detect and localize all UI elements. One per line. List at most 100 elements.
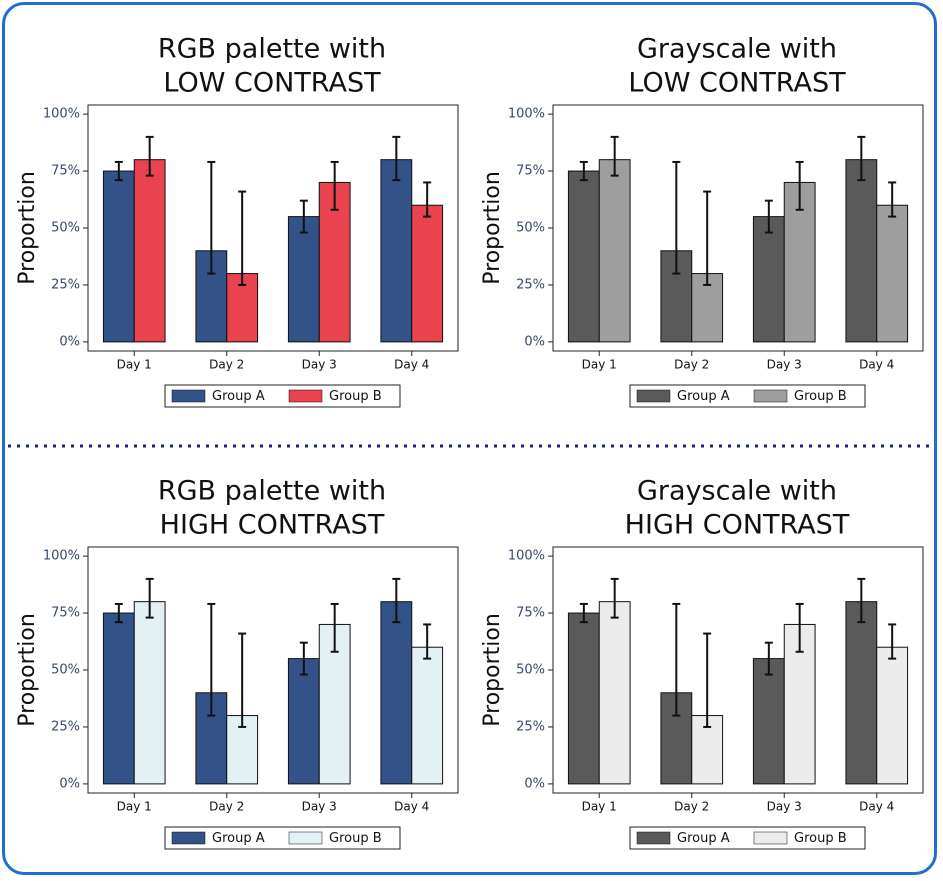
legend-label: Group A — [212, 831, 265, 846]
error-bar — [579, 602, 588, 624]
chart-title: LOW CONTRAST — [628, 68, 846, 99]
legend-swatch — [171, 831, 206, 845]
y-axis-label: Proportion — [480, 613, 505, 727]
error-bar — [207, 160, 216, 275]
bar — [380, 601, 413, 785]
y-tick-label: 0% — [524, 334, 545, 349]
error-bar — [423, 623, 432, 660]
legend: Group A Group B — [164, 826, 401, 850]
x-tick-label: Day 1 — [582, 358, 617, 372]
y-tick-label: 50% — [516, 663, 545, 678]
error-bar — [299, 641, 308, 676]
bar — [133, 601, 166, 785]
error-bar — [145, 577, 154, 619]
x-tick-label: Day 2 — [674, 800, 709, 814]
chart-title: HIGH CONTRAST — [160, 510, 385, 541]
x-tick-label: Day 3 — [767, 358, 802, 372]
x-tick-label: Day 2 — [674, 358, 709, 372]
error-bar — [857, 135, 866, 182]
error-bar — [330, 160, 339, 211]
y-tick-label: 25% — [516, 277, 545, 292]
legend: Group A Group B — [629, 826, 866, 850]
legend-swatch — [753, 831, 788, 845]
y-axis-label: Proportion — [15, 613, 40, 727]
bar — [567, 170, 600, 343]
bar — [752, 216, 785, 343]
legend-label: Group A — [677, 389, 730, 404]
error-bar — [114, 160, 123, 182]
legend-swatch — [753, 389, 788, 403]
y-tick-label: 100% — [508, 107, 545, 122]
error-bar — [764, 641, 773, 676]
error-bar — [703, 190, 712, 286]
x-tick-label: Day 3 — [302, 358, 337, 372]
error-bar — [888, 623, 897, 660]
error-bar — [392, 135, 401, 182]
y-tick-label: 75% — [51, 606, 80, 621]
error-bar — [795, 602, 804, 653]
legend-label: Group A — [677, 831, 730, 846]
error-bar — [888, 181, 897, 218]
x-tick-label: Day 1 — [117, 358, 152, 372]
bar — [845, 601, 878, 785]
legend-box — [629, 826, 866, 850]
chart-title: Grayscale with — [637, 34, 837, 65]
y-tick-label: 75% — [51, 164, 80, 179]
y-tick-label: 0% — [524, 776, 545, 791]
bar — [876, 204, 909, 343]
bar — [876, 646, 909, 785]
legend-label: Group B — [794, 831, 847, 846]
error-bar — [610, 577, 619, 619]
legend-label: Group B — [329, 831, 382, 846]
y-tick-label: 100% — [508, 549, 545, 564]
error-bar — [610, 135, 619, 177]
bar — [318, 181, 351, 343]
error-bar — [795, 160, 804, 211]
error-bar — [579, 160, 588, 182]
error-bar — [857, 577, 866, 624]
y-tick-label: 0% — [59, 776, 80, 791]
y-tick-label: 50% — [516, 221, 545, 236]
error-bar — [764, 199, 773, 234]
y-tick-label: 75% — [516, 606, 545, 621]
error-bar — [672, 602, 681, 717]
error-bar — [703, 632, 712, 728]
bar — [380, 159, 413, 343]
bar — [102, 170, 135, 343]
x-tick-label: Day 4 — [859, 800, 894, 814]
x-tick-label: Day 2 — [209, 358, 244, 372]
legend-swatch — [288, 389, 323, 403]
bar — [195, 250, 228, 343]
legend-label: Group B — [329, 389, 382, 404]
bar — [287, 216, 320, 343]
legend: Group A Group B — [164, 384, 401, 408]
x-tick-label: Day 3 — [767, 800, 802, 814]
x-tick-label: Day 1 — [117, 800, 152, 814]
legend-swatch — [288, 831, 323, 845]
bar — [598, 601, 631, 785]
legend-box — [629, 384, 866, 408]
legend-swatch — [636, 831, 671, 845]
y-axis-label: Proportion — [480, 171, 505, 285]
x-tick-label: Day 2 — [209, 800, 244, 814]
bar — [752, 658, 785, 785]
x-tick-label: Day 1 — [582, 800, 617, 814]
x-tick-label: Day 4 — [394, 358, 429, 372]
bar — [102, 612, 135, 785]
y-tick-label: 0% — [59, 334, 80, 349]
legend-box — [164, 384, 401, 408]
bar — [133, 159, 166, 343]
legend-box — [164, 826, 401, 850]
legend-swatch — [636, 389, 671, 403]
bar — [598, 159, 631, 343]
bar — [845, 159, 878, 343]
bar — [567, 612, 600, 785]
chart-title: Grayscale with — [637, 476, 837, 507]
error-bar — [672, 160, 681, 275]
bar — [287, 658, 320, 785]
y-tick-label: 50% — [51, 221, 80, 236]
